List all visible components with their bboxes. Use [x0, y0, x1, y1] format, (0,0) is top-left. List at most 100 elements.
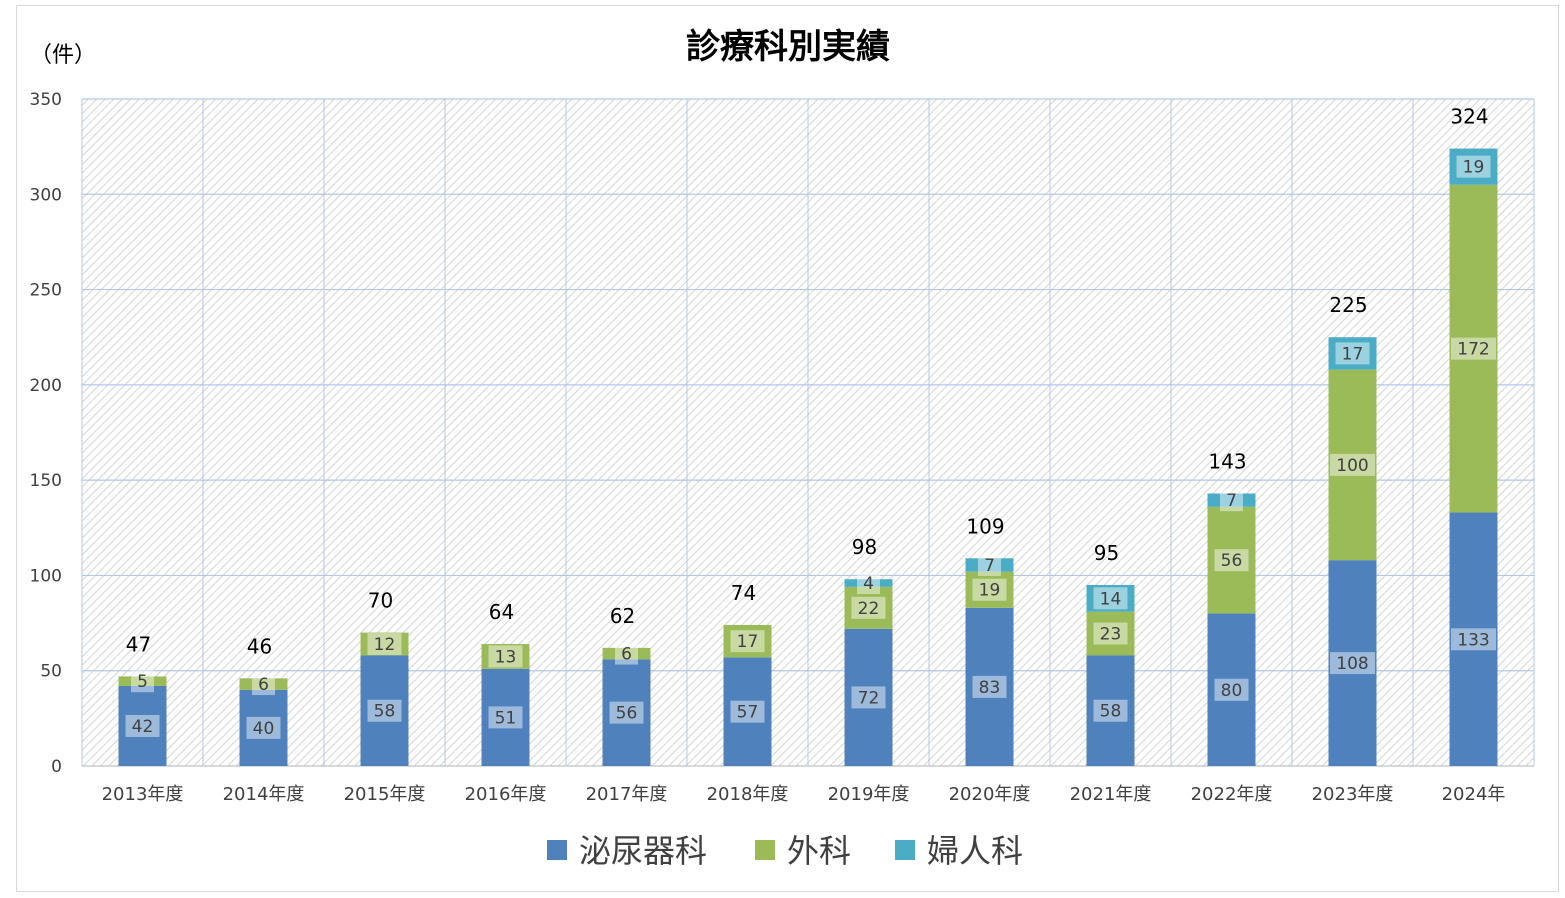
- data-label: 108: [1336, 654, 1368, 674]
- data-label: 4: [863, 574, 874, 594]
- x-tick-label: 2019年度: [828, 784, 910, 805]
- bar-segment: [481, 644, 530, 669]
- data-label: 40: [253, 719, 275, 739]
- x-tick-label: 2014年度: [223, 784, 305, 805]
- bar-segment: [1086, 611, 1135, 656]
- data-label: 58: [1100, 702, 1122, 722]
- data-label-box: [972, 675, 1007, 698]
- data-label-box: [615, 642, 638, 665]
- bar-segment: [481, 668, 530, 766]
- data-label: 80: [1221, 681, 1243, 701]
- bar-segment: [723, 624, 772, 658]
- data-label: 17: [1342, 344, 1364, 364]
- x-tick-label: 2020年度: [949, 784, 1031, 805]
- legend-label: 婦人科: [927, 832, 1023, 870]
- data-label-box: [1214, 549, 1249, 572]
- bar-segment: [239, 689, 288, 766]
- data-label: 6: [258, 675, 269, 695]
- data-label-box: [851, 686, 886, 709]
- x-tick-label: 2015年度: [344, 784, 426, 805]
- bar-segment: [1207, 613, 1256, 766]
- bar-segment: [1086, 584, 1135, 612]
- total-label: 62: [610, 604, 635, 628]
- data-label-box: [1093, 622, 1128, 645]
- x-tick-label: 2018年度: [707, 784, 789, 805]
- x-tick-label: 2017年度: [586, 784, 668, 805]
- x-tick-label: 2013年度: [102, 784, 184, 805]
- y-tick-label: 150: [30, 471, 62, 491]
- bar-segment: [965, 558, 1014, 572]
- bar-segment: [360, 632, 409, 656]
- bar-segment: [239, 678, 288, 690]
- total-label: 225: [1329, 293, 1367, 317]
- data-label: 58: [374, 702, 396, 722]
- x-tick-label: 2024年: [1442, 784, 1506, 805]
- data-label: 42: [132, 717, 154, 737]
- data-label-box: [857, 572, 880, 595]
- legend-swatch: [895, 840, 915, 860]
- data-label: 56: [1221, 551, 1243, 571]
- total-label: 47: [126, 632, 151, 656]
- data-label: 19: [979, 581, 1001, 601]
- data-label-box: [1456, 155, 1491, 178]
- data-label-box: [1093, 587, 1128, 610]
- data-label-box: [1451, 628, 1496, 651]
- bar-segment: [602, 659, 651, 766]
- data-label-box: [1214, 678, 1249, 701]
- legend-swatch: [547, 840, 567, 860]
- total-label: 98: [852, 535, 877, 559]
- data-label: 7: [984, 556, 995, 576]
- legend-label: 外科: [787, 832, 851, 870]
- data-label: 56: [616, 704, 638, 724]
- data-label-box: [730, 700, 765, 723]
- data-label-box: [1330, 652, 1375, 675]
- bar-segment: [1207, 493, 1256, 507]
- y-tick-label: 300: [30, 185, 62, 205]
- x-tick-label: 2021年度: [1070, 784, 1152, 805]
- data-label: 5: [137, 672, 148, 692]
- data-label-box: [131, 670, 154, 693]
- total-label: 70: [368, 589, 393, 613]
- y-axis-unit-label: （件）: [30, 43, 96, 68]
- data-label-box: [1330, 453, 1375, 476]
- data-label: 23: [1100, 625, 1122, 645]
- data-label-box: [1335, 342, 1370, 365]
- data-label: 133: [1457, 630, 1489, 650]
- data-label-box: [246, 716, 281, 739]
- bar-segment: [844, 628, 893, 766]
- total-label: 109: [966, 514, 1004, 538]
- data-label-box: [609, 701, 644, 724]
- data-label-box: [978, 553, 1001, 576]
- y-tick-label: 350: [30, 90, 62, 110]
- data-label: 172: [1457, 340, 1489, 360]
- y-tick-label: 250: [30, 281, 62, 301]
- data-label: 57: [737, 703, 759, 723]
- x-tick-label: 2016年度: [465, 784, 547, 805]
- data-label-box: [1093, 699, 1128, 722]
- y-tick-label: 50: [40, 662, 62, 682]
- bar-segment: [844, 579, 893, 587]
- data-label-box: [367, 633, 402, 656]
- y-tick-label: 0: [51, 757, 62, 777]
- bar-segment: [965, 571, 1014, 608]
- bar-segment: [1449, 148, 1498, 185]
- bar-segment: [1449, 184, 1498, 513]
- data-label: 17: [737, 632, 759, 652]
- x-tick-label: 2023年度: [1312, 784, 1394, 805]
- bar-segment: [118, 685, 167, 766]
- data-label-box: [730, 630, 765, 653]
- data-label: 19: [1463, 158, 1485, 178]
- data-label: 13: [495, 647, 517, 667]
- legend-label: 泌尿器科: [579, 832, 707, 870]
- data-label-box: [488, 645, 523, 668]
- total-label: 64: [489, 600, 514, 624]
- bar-segment: [1328, 369, 1377, 561]
- data-label: 7: [1226, 491, 1237, 511]
- bar-segment: [602, 647, 651, 660]
- chart-title: 診療科別実績: [686, 27, 890, 67]
- data-label-box: [252, 673, 275, 696]
- data-label: 100: [1336, 456, 1368, 476]
- data-label: 51: [495, 708, 517, 728]
- bar-segment: [1207, 506, 1256, 614]
